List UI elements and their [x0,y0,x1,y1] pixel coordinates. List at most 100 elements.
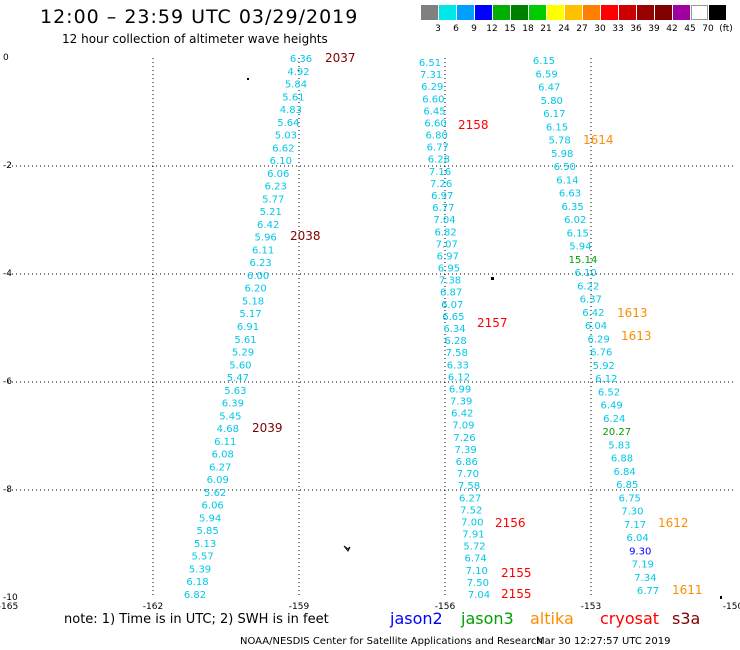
color-label: 30 [594,24,606,34]
swh-value: 6.14 [556,175,578,186]
color-label: (ft) [719,24,733,34]
legend-s3a: s3a [672,609,701,628]
swh-value: 5.80 [541,96,563,107]
color-swatch [475,5,492,20]
swh-value: 6.75 [619,493,641,504]
swh-value: 6.00 [247,271,269,282]
pass-time-label: 2038 [290,229,321,243]
swh-value: 6.23 [249,258,271,269]
swh-value: 6.49 [600,401,622,412]
color-label: 15 [504,24,516,34]
swh-value: 6.34 [443,324,465,335]
color-swatch [709,5,726,20]
swh-value: 5.61 [234,335,256,346]
color-swatch [421,5,438,20]
color-label: 33 [612,24,624,34]
swh-value: 6.11 [252,245,274,256]
pass-time-label: 2157 [477,316,508,330]
pass-time-label: 2156 [495,516,526,530]
swh-value: 6.47 [538,83,560,94]
swh-value: 6.42 [451,409,473,420]
swh-value: 6.15 [533,56,555,67]
swh-value: 7.19 [632,560,654,571]
color-label: 21 [540,24,552,34]
swh-value: 6.82 [184,590,206,601]
pass-time-label: 1613 [621,329,652,343]
lon-tick-label: -159 [289,602,310,612]
swh-value: 6.06 [202,501,224,512]
swh-value: 6.29 [421,82,443,93]
swh-value: 5.78 [548,136,570,147]
map-subtitle: 12 hour collection of altimeter wave hei… [62,32,328,46]
swh-value: 6.52 [598,387,620,398]
color-label: 12 [486,24,498,34]
color-label: 27 [576,24,588,34]
swh-value: 6.39 [222,399,244,410]
swh-value: 6.77 [637,586,659,597]
color-swatch [619,5,636,20]
swh-value: 6.22 [577,281,599,292]
swh-value: 7.26 [453,433,475,444]
island-marker [343,545,351,552]
color-swatch [457,5,474,20]
swh-value: 7.50 [467,578,489,589]
pass-time-label: 2155 [501,566,532,580]
legend-jason3: jason3 [461,609,514,628]
swh-value: 20.27 [602,427,631,438]
swh-value: 6.76 [590,348,612,359]
swh-value: 7.26 [430,179,452,190]
color-swatch [691,5,708,20]
swh-value: 7.09 [452,421,474,432]
color-label: 45 [684,24,696,34]
pass-time-label: 1613 [617,306,648,320]
swh-value: 7.31 [420,70,442,81]
swh-value: 6.28 [444,336,466,347]
swh-value: 5.64 [277,118,299,129]
swh-value: 6.15 [567,228,589,239]
lon-tick-label: -156 [435,602,456,612]
swh-value: 5.94 [199,513,221,524]
swh-value: 5.62 [204,488,226,499]
swh-value: 6.97 [431,191,453,202]
swh-value: 6.87 [440,288,462,299]
swh-value: 6.60 [424,118,446,129]
swh-value: 7.07 [436,239,458,250]
swh-value: 5.60 [229,360,251,371]
swh-value: 6.59 [535,69,557,80]
pass-time-label: 1614 [583,133,614,147]
swh-value: 7.39 [450,397,472,408]
swh-value: 5.57 [191,552,213,563]
swh-value: 7.70 [457,469,479,480]
swh-value: 6.08 [212,450,234,461]
color-label: 9 [471,24,477,34]
swh-value: 6.62 [272,143,294,154]
swh-value: 5.39 [189,564,211,575]
swh-value: 6.33 [447,360,469,371]
swh-value: 6.11 [214,437,236,448]
swh-value: 6.37 [580,295,602,306]
swh-value: 6.80 [426,131,448,142]
lon-tick-label: -165 [0,602,18,612]
swh-value: 7.58 [458,481,480,492]
swh-value: 7.16 [429,167,451,178]
swh-value: 5.03 [275,131,297,142]
lat-tick-label: 0 [3,53,9,63]
swh-value: 6.29 [587,334,609,345]
pass-time-label: 1611 [672,583,703,597]
swh-value: 6.77 [427,143,449,154]
swh-value: 6.18 [186,577,208,588]
swh-value: 6.45 [423,106,445,117]
swh-value: 7.34 [634,573,656,584]
swh-value: 6.12 [448,372,470,383]
legend-cryosat: cryosat [600,609,660,628]
swh-value: 6.12 [595,374,617,385]
swh-value: 6.36 [290,54,312,65]
swh-value: 6.65 [442,312,464,323]
legend-jason2: jason2 [390,609,443,628]
swh-value: 6.09 [207,475,229,486]
swh-value: 6.97 [437,251,459,262]
swh-value: 6.04 [585,321,607,332]
swh-value: 6.84 [613,467,635,478]
swh-value: 7.10 [466,566,488,577]
